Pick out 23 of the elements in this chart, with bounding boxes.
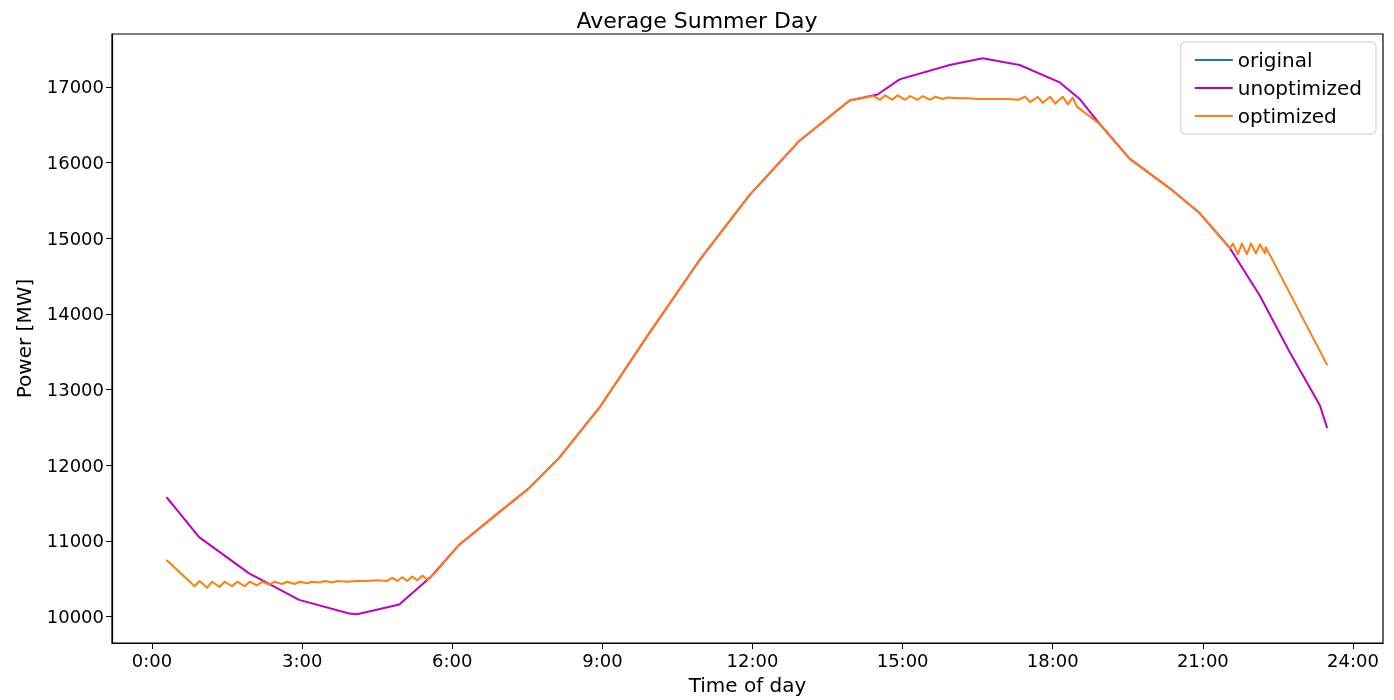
x-tick-label: 3:00 <box>281 649 323 671</box>
y-tick-label: 13000 <box>46 379 104 401</box>
x-tick-label: 6:00 <box>432 649 473 671</box>
x-tick-label: 0:00 <box>131 649 173 671</box>
x-tick-label: 24:00 <box>1327 649 1379 671</box>
y-tick-label: 15000 <box>46 227 104 249</box>
y-axis-title: Power [MW] <box>12 278 36 399</box>
x-axis-title: Time of day <box>687 673 807 697</box>
x-tick-label: 15:00 <box>876 649 929 671</box>
y-tick-label: 14000 <box>46 303 104 325</box>
x-tick-label: 21:00 <box>1176 649 1229 671</box>
legend-label: original <box>1237 48 1313 72</box>
y-tick-label: 12000 <box>46 454 104 476</box>
x-tick-label: 12:00 <box>726 649 779 671</box>
legend-label: optimized <box>1237 104 1337 128</box>
y-tick-label: 16000 <box>46 152 104 174</box>
y-tick-label: 17000 <box>46 76 104 98</box>
x-tick-label: 18:00 <box>1026 649 1079 671</box>
y-tick-label: 10000 <box>46 606 104 628</box>
x-tick-label: 9:00 <box>582 649 623 671</box>
y-tick-label: 11000 <box>46 530 104 552</box>
legend-label: unoptimized <box>1237 76 1362 100</box>
chart-title: Average Summer Day <box>576 7 818 33</box>
